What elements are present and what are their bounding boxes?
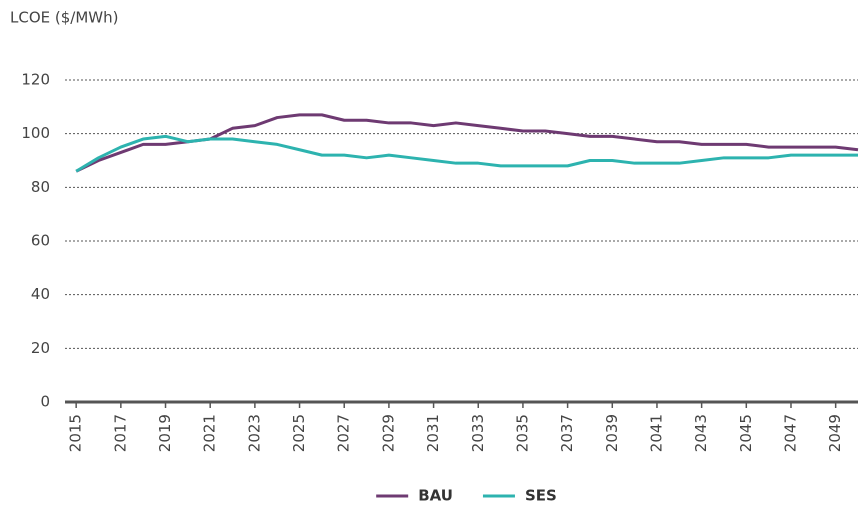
x-tick-label: 2033 bbox=[469, 414, 487, 452]
x-tick-label: 2019 bbox=[156, 414, 174, 452]
x-tick-label: 2015 bbox=[67, 414, 85, 452]
x-tick-label: 2021 bbox=[201, 414, 219, 452]
y-tick-label: 40 bbox=[31, 285, 50, 303]
x-tick-label: 2031 bbox=[424, 414, 442, 452]
y-tick-label: 60 bbox=[31, 232, 50, 250]
x-tick-label: 2029 bbox=[379, 414, 397, 452]
x-tick-label: 2047 bbox=[781, 414, 799, 452]
x-tick-label: 2025 bbox=[290, 414, 308, 452]
y-tick-label: 0 bbox=[40, 393, 50, 411]
x-tick-label: 2039 bbox=[603, 414, 621, 452]
legend-label: SES bbox=[525, 487, 557, 505]
y-tick-label: 120 bbox=[21, 71, 50, 89]
x-tick-label: 2017 bbox=[111, 414, 129, 452]
x-tick-label: 2027 bbox=[335, 414, 353, 452]
x-tick-label: 2037 bbox=[558, 414, 576, 452]
y-axis-label: LCOE ($/MWh) bbox=[10, 9, 118, 27]
x-tick-label: 2049 bbox=[826, 414, 844, 452]
line-series bbox=[75, 134, 858, 173]
x-tick-label: 2043 bbox=[692, 414, 710, 452]
y-tick-label: 20 bbox=[31, 339, 50, 357]
x-tick-label: 2035 bbox=[513, 414, 531, 452]
x-tick-label: 2045 bbox=[737, 414, 755, 452]
y-tick-label: 100 bbox=[21, 124, 50, 142]
x-tick-label: 2041 bbox=[647, 414, 665, 452]
legend-label: BAU bbox=[418, 487, 453, 505]
y-tick-label: 80 bbox=[31, 178, 50, 196]
x-tick-label: 2023 bbox=[245, 414, 263, 452]
